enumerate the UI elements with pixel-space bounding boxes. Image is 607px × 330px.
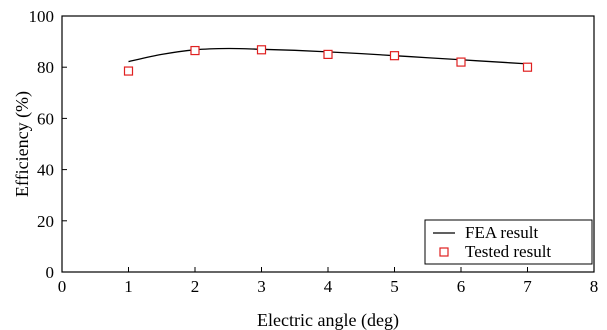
- y-tick-label: 100: [29, 7, 55, 26]
- tested-result-point: [256, 45, 267, 55]
- x-tick-label: 8: [590, 277, 599, 296]
- x-tick-label: 3: [257, 277, 266, 296]
- tested-result-point: [190, 45, 200, 56]
- x-axis-title: Electric angle (deg): [257, 310, 399, 330]
- legend-box: [424, 219, 593, 265]
- tested-result-point: [123, 66, 134, 76]
- x-tick-label: 6: [457, 277, 466, 296]
- y-tick-label: 60: [37, 109, 54, 128]
- x-tick-label: 5: [390, 277, 399, 296]
- tested-result-point: [323, 49, 333, 60]
- x-tick-label: 4: [324, 277, 333, 296]
- tested-result-point: [456, 57, 466, 67]
- y-tick-label: 0: [46, 263, 55, 282]
- x-tick-label: 2: [191, 277, 200, 296]
- legend-label: FEA result: [465, 223, 538, 242]
- legend-label: Tested result: [465, 242, 551, 261]
- y-tick-label: 40: [37, 161, 54, 180]
- y-tick-label: 80: [37, 58, 54, 77]
- x-tick-label: 1: [124, 277, 133, 296]
- legend-marker-swatch: [439, 247, 449, 257]
- tested-result-point: [522, 62, 533, 72]
- x-tick-label: 0: [58, 277, 67, 296]
- tested-result-point: [389, 51, 400, 61]
- y-axis-title: Efficiency (%): [12, 91, 33, 197]
- y-tick-label: 20: [37, 212, 54, 231]
- x-tick-label: 7: [523, 277, 532, 296]
